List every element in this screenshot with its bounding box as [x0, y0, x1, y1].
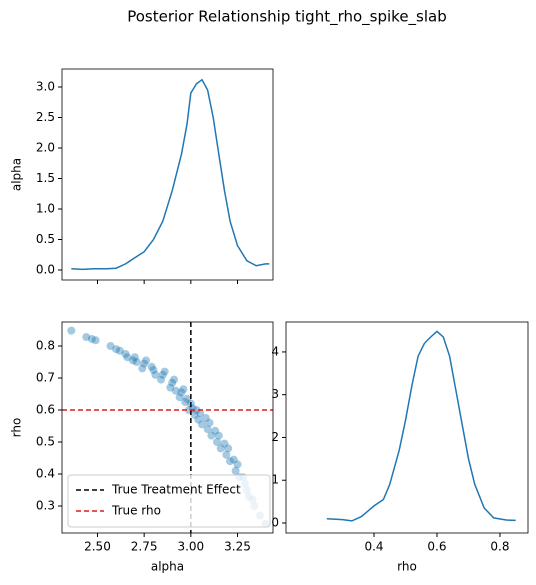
axes-frame	[61, 68, 274, 281]
scatter-point	[183, 394, 192, 403]
scatter-point	[181, 397, 190, 406]
scatter-point	[156, 375, 165, 384]
scatter-point	[149, 365, 158, 374]
scatter-point	[87, 334, 96, 343]
scatter-point	[170, 375, 179, 384]
x-tick-label: 0.8	[490, 540, 509, 554]
scatter-point	[130, 353, 139, 362]
axes-frame	[285, 321, 529, 534]
x-tick-label: 3.00	[177, 540, 204, 554]
x-tick-label: 2.75	[131, 540, 158, 554]
y-tick-label: 3.0	[36, 79, 55, 93]
y-tick-label: 2.5	[36, 110, 55, 124]
x-axis-label: alpha	[151, 560, 184, 574]
scatter-point	[233, 460, 242, 469]
scatter-point	[226, 457, 235, 466]
y-axis-label: alpha	[10, 158, 24, 191]
y-tick-label: 2	[271, 430, 279, 444]
scatter-point	[128, 356, 137, 365]
scatter-point	[205, 418, 214, 427]
scatter-point	[67, 326, 76, 335]
y-tick-label: 0.5	[36, 232, 55, 246]
figure-title: Posterior Relationship tight_rho_spike_s…	[127, 8, 447, 27]
x-tick-label: 3.25	[224, 540, 251, 554]
scatter-point	[224, 444, 233, 453]
scatter-point	[194, 415, 203, 424]
scatter-point	[175, 393, 184, 402]
scatter-point	[158, 370, 167, 379]
y-tick-label: 1.0	[36, 201, 55, 215]
scatter-point	[207, 431, 216, 440]
scatter-point	[190, 410, 199, 419]
y-tick-label: 0.0	[36, 262, 55, 276]
scatter-point	[123, 353, 132, 362]
x-tick-label: 0.6	[427, 540, 446, 554]
y-axis-label: rho	[10, 418, 24, 438]
density-line	[71, 78, 270, 271]
scatter-point	[198, 420, 207, 429]
y-tick-label: 0.3	[36, 498, 55, 512]
x-tick-label: 0.4	[364, 540, 383, 554]
scatter-point	[147, 362, 156, 371]
scatter-point	[106, 341, 115, 350]
scatter-point	[229, 455, 238, 464]
scatter-point	[203, 425, 212, 434]
legend-label: True rho	[111, 504, 161, 518]
scatter-point	[201, 413, 210, 422]
y-tick-label: 0.6	[36, 402, 55, 416]
y-tick-label: 0.4	[36, 466, 55, 480]
legend-box	[67, 474, 271, 528]
y-tick-label: 2.0	[36, 140, 55, 154]
scatter-point	[140, 359, 149, 368]
scatter-point	[82, 333, 91, 342]
scatter-point	[160, 367, 169, 376]
scatter-point	[212, 437, 221, 446]
y-tick-label: 1.5	[36, 171, 55, 185]
scatter-point	[192, 405, 201, 414]
y-tick-label: 0.8	[36, 338, 55, 352]
x-tick-label: 2.50	[84, 540, 111, 554]
scatter-point	[177, 388, 186, 397]
scatter-point	[216, 444, 225, 453]
scatter-point	[231, 466, 240, 475]
y-tick-label: 4	[271, 344, 279, 358]
y-tick-label: 0	[271, 515, 279, 529]
scatter-point	[115, 346, 124, 355]
legend-label: True Treatment Effect	[111, 483, 241, 497]
scatter-point	[222, 450, 231, 459]
scatter-point	[168, 378, 177, 387]
scatter-point	[132, 357, 141, 366]
scatter-point	[142, 356, 151, 365]
scatter-point	[151, 370, 160, 379]
y-tick-label: 0.7	[36, 370, 55, 384]
axes-frame	[61, 321, 274, 534]
scatter-point	[121, 349, 130, 358]
scatter-point	[196, 409, 205, 418]
scatter-point	[220, 439, 229, 448]
scatter-point	[171, 386, 180, 395]
y-tick-label: 3	[271, 387, 279, 401]
scatter-point	[91, 336, 100, 345]
scatter-point	[179, 385, 188, 394]
scatter-point	[112, 345, 121, 354]
y-tick-label: 1	[271, 473, 279, 487]
y-tick-label: 0.5	[36, 434, 55, 448]
plot-area	[71, 78, 270, 271]
scatter-point	[214, 431, 223, 440]
scatter-point	[138, 364, 147, 373]
scatter-point	[211, 426, 220, 435]
plot-area	[326, 330, 516, 522]
x-axis-label: rho	[397, 560, 417, 574]
scatter-point	[166, 383, 175, 392]
density-line	[326, 330, 516, 522]
